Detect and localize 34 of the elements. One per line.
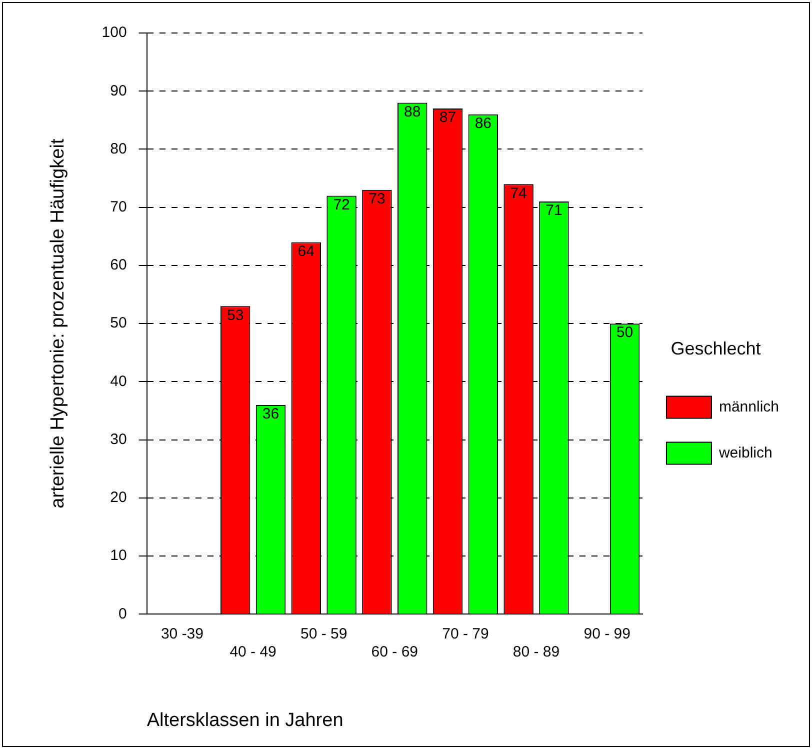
y-tick-label: 40: [110, 372, 127, 390]
data-label: 73: [368, 190, 386, 208]
x-tick-label: 30 -39: [160, 625, 204, 642]
data-label: 74: [510, 184, 527, 202]
y-tick-label: 80: [110, 140, 127, 158]
x-axis-title: Altersklassen in Jahren: [146, 710, 344, 731]
y-tick-label: 30: [110, 430, 127, 448]
y-tick-label: 60: [110, 256, 127, 274]
data-label: 36: [262, 406, 280, 423]
x-tick-label: 70 - 79: [442, 625, 489, 642]
y-axis-title: arterielle Hypertonie: prozentuale Häufigkeit: [48, 138, 69, 508]
legend-label: weiblich: [718, 444, 772, 462]
data-label: 71: [546, 202, 562, 220]
y-tick-label: 0: [118, 605, 127, 622]
y-tick-label: 90: [110, 82, 127, 100]
data-label: 50: [616, 324, 634, 342]
x-tick-label: 80 - 89: [512, 643, 560, 660]
y-tick-label: 10: [110, 547, 127, 564]
y-tick-label: 50: [110, 314, 127, 332]
legend-title: Geschlecht: [670, 338, 761, 359]
x-tick-label: 90 - 99: [584, 625, 630, 642]
x-tick-label: 40 - 49: [230, 643, 276, 660]
data-label: 72: [333, 196, 350, 214]
x-tick-label: 50 - 59: [300, 625, 348, 642]
data-label: 86: [474, 115, 492, 132]
x-tick-label: 60 - 69: [371, 643, 418, 660]
y-tick-label: 100: [102, 24, 127, 42]
data-label: 64: [298, 242, 314, 260]
y-tick-label: 20: [110, 489, 127, 506]
data-label: 53: [226, 306, 244, 324]
data-label: 88: [404, 103, 421, 120]
data-label: 87: [439, 109, 456, 126]
legend-label: männlich: [718, 398, 779, 416]
y-tick-label: 70: [110, 198, 127, 216]
